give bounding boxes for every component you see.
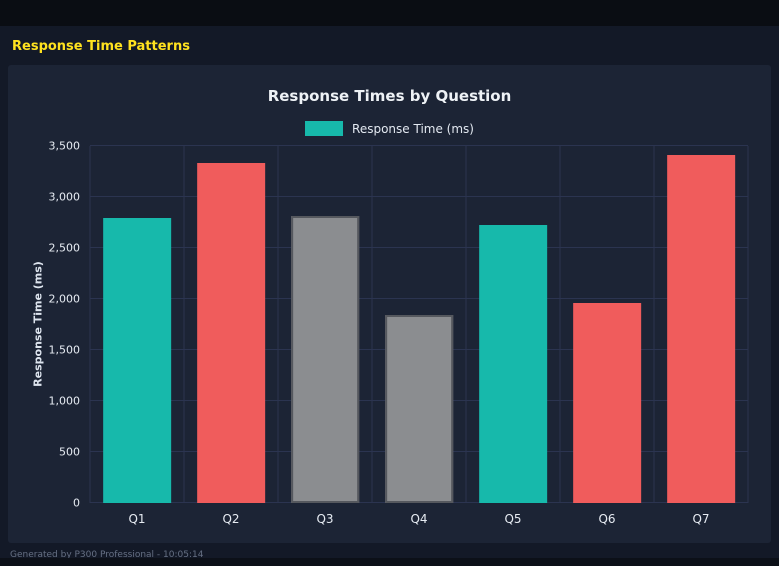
y-tick-label: 1,500	[48, 343, 81, 357]
v-gridline	[465, 146, 467, 503]
bar-q6[interactable]	[573, 303, 641, 503]
x-tick-label: Q3	[316, 512, 334, 526]
legend-label: Response Time (ms)	[352, 121, 474, 136]
y-tick-label: 0	[73, 496, 80, 510]
footer-note: Generated by P300 Professional - 10:05:1…	[10, 550, 204, 560]
y-tick-label: 3,000	[48, 190, 81, 204]
x-axis-labels: Q1 Q2 Q3 Q4 Q5 Q6 Q7	[90, 512, 748, 532]
v-gridline	[371, 146, 373, 503]
top-bar	[0, 0, 779, 26]
y-axis-tick-labels: 0 500 1,000 1,500 2,000 2,500 3,000 3,500	[8, 140, 81, 510]
bar-q4[interactable]	[385, 314, 453, 503]
y-tick-label: 2,500	[48, 241, 81, 255]
plot-area	[89, 145, 749, 503]
h-gridline	[90, 298, 748, 299]
x-tick-label: Q6	[598, 512, 616, 526]
bar-q1[interactable]	[103, 218, 171, 503]
v-gridline	[747, 146, 749, 503]
h-gridline	[90, 196, 748, 197]
bar-q2[interactable]	[197, 163, 265, 503]
x-tick-label: Q7	[692, 512, 710, 526]
y-tick-label: 2,000	[48, 292, 81, 306]
chart-legend[interactable]: Response Time (ms)	[8, 121, 771, 136]
bar-q3[interactable]	[291, 216, 359, 503]
x-tick-label: Q4	[410, 512, 428, 526]
v-gridline	[183, 146, 185, 503]
legend-swatch	[305, 121, 344, 136]
chart-title: Response Times by Question	[267, 87, 512, 105]
page-title: Response Time Patterns	[12, 39, 190, 54]
bottom-strip	[0, 558, 779, 566]
page-header: Response Time Patterns	[0, 26, 779, 61]
bar-q5[interactable]	[479, 224, 547, 503]
x-tick-label: Q1	[128, 512, 146, 526]
chart-panel: Response Times by Question Response Time…	[8, 65, 771, 543]
v-gridline	[559, 146, 561, 503]
y-tick-label: 1,000	[48, 394, 81, 408]
h-gridline	[90, 247, 748, 248]
bar-q7[interactable]	[667, 155, 735, 503]
v-gridline	[277, 146, 279, 503]
h-gridline	[90, 145, 748, 146]
v-gridline	[653, 146, 655, 503]
v-gridline	[89, 146, 91, 503]
y-tick-label: 3,500	[48, 139, 81, 153]
x-tick-label: Q5	[504, 512, 522, 526]
x-tick-label: Q2	[222, 512, 240, 526]
y-tick-label: 500	[59, 445, 80, 459]
